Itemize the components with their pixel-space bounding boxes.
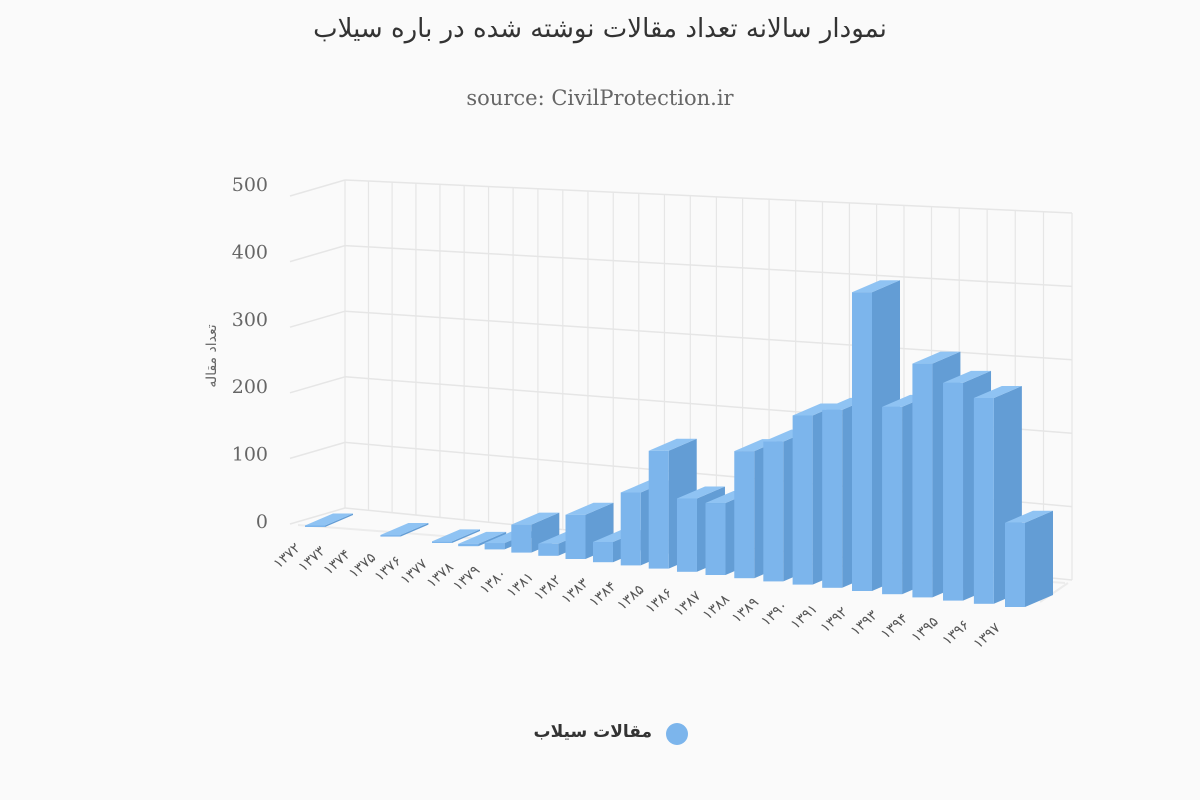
y-tick-labels: 0 100 200 300 400 500 — [232, 174, 268, 533]
bar-3[interactable] — [380, 523, 429, 537]
gridline-horizontal — [344, 179, 1073, 214]
bars — [305, 280, 1053, 607]
bar-front-face — [484, 543, 505, 550]
y-axis-title: تعداد مقاله — [204, 324, 220, 387]
bar-top-face — [912, 351, 961, 364]
x-tick-label: ۱۳۸۳ — [559, 575, 592, 607]
gridline-side — [289, 507, 346, 525]
bar-side-face — [1025, 510, 1053, 607]
bar-front-face — [973, 398, 994, 604]
bar-front-face — [592, 542, 613, 563]
y-tick-label: 100 — [232, 444, 268, 466]
bar-5[interactable] — [432, 529, 480, 543]
bar-top-face — [305, 513, 353, 526]
legend[interactable]: مقالات سیلاب — [0, 720, 1200, 750]
bar-top-face — [1005, 510, 1053, 523]
bar-front-face — [852, 292, 872, 591]
x-tick-label: ۱۳۸۷ — [671, 588, 704, 620]
bar-top-face — [648, 438, 697, 451]
bar-front-face — [1005, 522, 1025, 607]
bar-front-face — [912, 363, 933, 598]
x-tick-label: ۱۳۸۹ — [729, 594, 762, 626]
gridline-horizontal — [344, 310, 1073, 361]
bar-6[interactable] — [458, 531, 507, 547]
x-tick-label: ۱۳۸۰ — [477, 566, 510, 598]
bar-0[interactable] — [305, 513, 353, 527]
x-tick-label: ۱۳۹۳ — [848, 607, 881, 639]
bar-top-face — [943, 370, 992, 383]
x-tick-label: ۱۳۹۲ — [818, 604, 851, 636]
bar-front-face — [538, 543, 559, 556]
bar-front-face — [458, 543, 479, 547]
gridline-side — [289, 179, 346, 197]
bar-top-face — [432, 529, 480, 542]
legend-marker — [666, 723, 688, 745]
bar-side-face — [452, 529, 480, 543]
bar-top-face — [380, 523, 429, 536]
bar-front-face — [380, 535, 401, 537]
bar-front-face — [943, 382, 964, 601]
bar-front-face — [882, 406, 903, 595]
x-tick-label: ۱۳۷۹ — [450, 562, 483, 594]
y-tick-label: 0 — [256, 511, 268, 533]
x-tick-label: ۱۳۹۶ — [939, 617, 972, 649]
bar-front-face — [705, 503, 726, 575]
x-tick-label: ۱۳۸۵ — [614, 582, 647, 614]
x-tick-label: ۱۳۹۴ — [878, 610, 911, 642]
bar-side-face — [400, 523, 429, 537]
x-tick-label: ۱۳۸۲ — [531, 572, 564, 604]
gridline-side — [289, 441, 346, 460]
y-tick-label: 200 — [232, 376, 268, 398]
gridline-side — [289, 244, 346, 263]
bar-top-face — [676, 486, 725, 499]
x-tick-label: ۱۳۹۷ — [971, 620, 1004, 652]
x-tick-label: ۱۳۹۰ — [758, 598, 791, 630]
y-tick-label: 300 — [232, 309, 268, 331]
bar-side-face — [478, 531, 507, 547]
x-tick-label: ۱۳۸۶ — [643, 585, 676, 617]
bar-front-face — [305, 525, 325, 527]
x-tick-label: ۱۳۸۱ — [504, 569, 537, 601]
gridline-side — [289, 310, 346, 328]
bar-front-face — [565, 514, 586, 559]
floor-right-edge — [1039, 582, 1069, 603]
y-tick-label: 400 — [232, 241, 268, 263]
x-tick-label: ۱۳۹۵ — [909, 614, 942, 646]
gridline-side — [289, 376, 346, 394]
x-tick-label: ۱۳۷۸ — [424, 559, 457, 591]
gridline-horizontal — [344, 244, 1073, 288]
legend-item-label[interactable]: مقالات سیلاب — [533, 722, 652, 742]
bar-front-face — [432, 541, 452, 543]
bar-top-face — [565, 502, 614, 515]
bar-front-face — [822, 409, 843, 588]
bar-front-face — [620, 492, 641, 566]
bar-front-face — [734, 451, 755, 579]
bar-front-face — [763, 441, 784, 582]
y-tick-label: 500 — [232, 174, 268, 196]
bar-top-face — [511, 512, 560, 525]
bar-25[interactable] — [1005, 510, 1053, 607]
x-tick-label: ۱۳۸۴ — [586, 578, 619, 610]
chart-subtitle: source: CivilProtection.ir — [466, 86, 734, 110]
x-tick-label: ۱۳۹۱ — [788, 601, 821, 633]
bar-side-face — [325, 513, 353, 527]
bar-top-face — [458, 531, 507, 544]
bar-top-face — [792, 403, 841, 416]
chart-title: نمودار سالانه تعداد مقالات نوشته شده در … — [313, 14, 887, 44]
bar-front-face — [676, 498, 697, 572]
bar-8[interactable] — [511, 512, 560, 553]
bar-top-face — [852, 280, 900, 293]
bar-front-face — [792, 415, 813, 585]
bar-front-face — [648, 450, 669, 569]
bar-top-face — [973, 386, 1022, 398]
bar-front-face — [511, 524, 532, 553]
x-tick-label: ۱۳۸۸ — [700, 591, 733, 623]
